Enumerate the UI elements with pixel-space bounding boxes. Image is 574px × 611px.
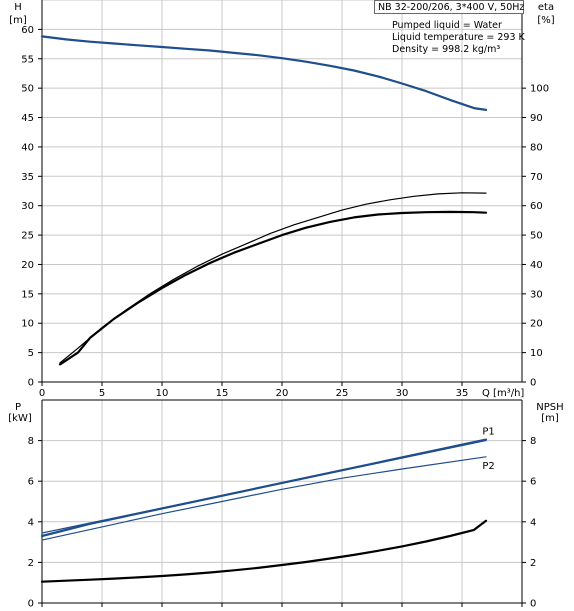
p-axis-label: P xyxy=(15,402,21,413)
head-curve xyxy=(40,35,488,112)
y-tick-label: 40 xyxy=(21,142,34,153)
y2-tick-label: 40 xyxy=(530,260,543,271)
p-tick-label: 2 xyxy=(28,558,34,569)
npsh-axis-unit: [m] xyxy=(541,413,559,424)
bottom-chart-series xyxy=(40,438,488,583)
x-tick-label: 15 xyxy=(216,388,229,399)
npsh-tick-label: 6 xyxy=(530,477,536,488)
y2-tick-label: 90 xyxy=(530,113,543,124)
x-tick-label: 20 xyxy=(276,388,289,399)
x-tick-label: 10 xyxy=(156,388,169,399)
x-tick-label: 30 xyxy=(396,388,409,399)
density-info: Density = 998.2 kg/m³ xyxy=(392,44,501,55)
y-axis-label: H xyxy=(14,2,22,13)
y2-tick-label: 100 xyxy=(530,84,549,95)
x-tick-label: 35 xyxy=(456,388,469,399)
efficiency-curve xyxy=(58,210,488,366)
y2-axis-unit: [%] xyxy=(537,15,554,26)
y-axis-unit: [m] xyxy=(9,15,27,26)
p-tick-label: 0 xyxy=(28,599,34,610)
p2-curve xyxy=(41,456,487,541)
y-tick-label: 45 xyxy=(21,113,34,124)
p1-curve-thin xyxy=(41,440,487,534)
x-tick-label: 0 xyxy=(39,388,45,399)
y2-tick-label: 60 xyxy=(530,201,543,212)
y2-tick-label: 10 xyxy=(530,348,543,359)
x-tick-label: 25 xyxy=(336,388,349,399)
p-tick-label: 6 xyxy=(28,477,34,488)
y2-tick-label: 0 xyxy=(530,378,536,389)
efficiency-curve-thin xyxy=(59,192,487,364)
y-tick-label: 60 xyxy=(21,25,34,36)
npsh-tick-label: 2 xyxy=(530,558,536,569)
npsh-tick-label: 0 xyxy=(530,599,536,610)
p1-series-label: P1 xyxy=(482,427,494,438)
p-tick-label: 4 xyxy=(28,517,34,528)
y-tick-label: 5 xyxy=(28,348,34,359)
top-chart-grid xyxy=(38,0,526,386)
p-tick-label: 8 xyxy=(28,436,34,447)
y2-tick-label: 20 xyxy=(530,319,543,330)
y-tick-label: 30 xyxy=(21,201,34,212)
pumped-liquid-info: Pumped liquid = Water xyxy=(392,20,502,31)
y-tick-label: 35 xyxy=(21,172,34,183)
axis-labels: 0510152025303540455055600102030405060708… xyxy=(8,2,563,610)
y2-tick-label: 50 xyxy=(530,231,543,242)
x-axis-label: Q [m³/h] xyxy=(482,388,524,399)
y2-tick-label: 70 xyxy=(530,172,543,183)
y-tick-label: 10 xyxy=(21,319,34,330)
y2-tick-label: 80 xyxy=(530,142,543,153)
npsh-axis-label: NPSH xyxy=(536,402,563,413)
y-tick-label: 50 xyxy=(21,84,34,95)
liquid-temperature-info: Liquid temperature = 293 K xyxy=(392,32,525,43)
y-tick-label: 20 xyxy=(21,260,34,271)
y-tick-label: 55 xyxy=(21,54,34,65)
npsh-curve xyxy=(40,519,488,583)
pump-model-label: NB 32-200/206, 3*400 V, 50Hz xyxy=(374,0,524,14)
bottom-chart-grid xyxy=(38,399,526,607)
p2-series-label: P2 xyxy=(482,461,494,472)
x-tick-label: 5 xyxy=(99,388,105,399)
y-tick-label: 25 xyxy=(21,231,34,242)
top-chart-series xyxy=(40,35,488,366)
y-tick-label: 15 xyxy=(21,289,34,300)
y2-axis-label: eta xyxy=(538,2,554,13)
npsh-tick-label: 4 xyxy=(530,517,536,528)
y2-tick-label: 30 xyxy=(530,289,543,300)
y-tick-label: 0 xyxy=(28,378,34,389)
p-axis-unit: [kW] xyxy=(8,413,32,424)
npsh-tick-label: 8 xyxy=(530,436,536,447)
